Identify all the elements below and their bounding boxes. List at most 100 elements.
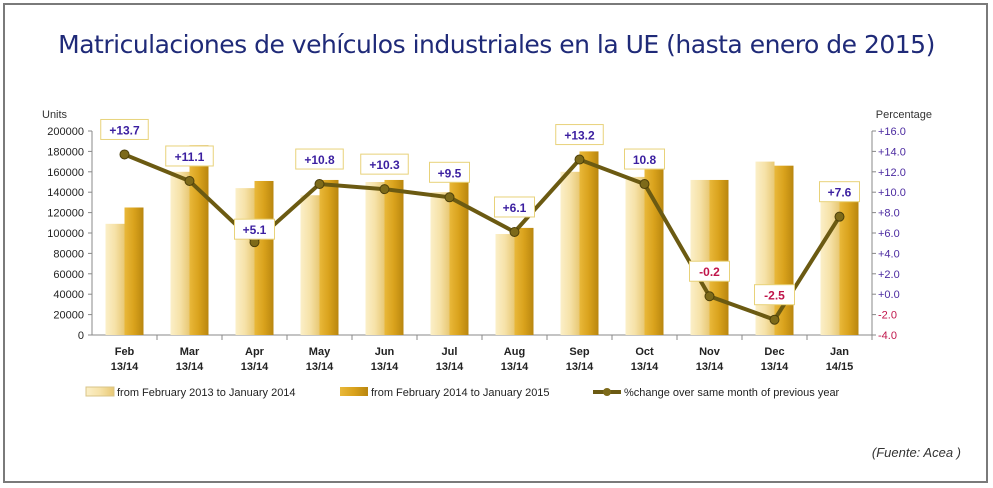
- bar-2014-15: [189, 145, 209, 335]
- legend-swatch-2014-15: [340, 387, 368, 396]
- data-label-box: [624, 148, 665, 170]
- x-tick-label: 13/14: [761, 361, 789, 373]
- data-label: -0.2: [699, 265, 720, 279]
- bar-2013-14: [820, 198, 840, 335]
- pct-change-point: [184, 175, 195, 186]
- bar-2014-15: [579, 151, 599, 335]
- x-tick-label: Feb: [115, 346, 135, 358]
- pct-change-point: [314, 179, 325, 190]
- x-tick-label: Mar: [180, 346, 200, 358]
- x-tick-label: 13/14: [436, 361, 464, 373]
- y-tick-label: 120000: [47, 208, 84, 220]
- y-tick-label: 100000: [47, 228, 84, 240]
- x-tick-label: 13/14: [631, 361, 659, 373]
- data-label: +6.1: [503, 201, 527, 215]
- pct-change-point: [574, 154, 585, 165]
- data-label: +13.7: [109, 123, 140, 137]
- x-tick-label: 13/14: [696, 361, 724, 373]
- bar-2014-15: [644, 155, 664, 335]
- pct-change-point: [639, 179, 650, 190]
- bar-2013-14: [300, 195, 320, 335]
- bar-2014-15: [514, 227, 534, 335]
- bar-2013-14: [755, 161, 775, 335]
- pct-change-point: [769, 314, 780, 325]
- y2-tick-label: +6.0: [878, 228, 900, 240]
- data-label: +11.1: [175, 150, 205, 164]
- x-tick-label: Apr: [245, 346, 265, 358]
- pct-change-point: [834, 211, 845, 222]
- y2-tick-label: +8.0: [878, 208, 900, 220]
- x-tick-label: Sep: [569, 346, 589, 358]
- data-label-box: [555, 124, 604, 146]
- x-tick-label: Jan: [830, 346, 849, 358]
- data-label: +13.2: [564, 129, 595, 143]
- pct-change-point: [379, 184, 390, 195]
- x-tick-label: 13/14: [501, 361, 529, 373]
- data-label-box: [689, 260, 730, 282]
- chart-title: Matriculaciones de vehículos industriale…: [58, 30, 935, 59]
- y-tick-label: 0: [78, 330, 84, 342]
- bar-2013-14: [690, 179, 710, 335]
- y-tick-label: 60000: [53, 269, 84, 281]
- bar-2014-15: [319, 179, 339, 335]
- y2-tick-label: +14.0: [878, 146, 906, 158]
- data-label: +5.1: [243, 223, 267, 237]
- y-tick-label: 40000: [53, 289, 84, 301]
- legend-swatch-2013-14: [85, 386, 115, 397]
- data-label-box: [819, 181, 860, 203]
- pct-change-point: [119, 149, 130, 160]
- y2-tick-label: +4.0: [878, 248, 900, 260]
- x-tick-label: 13/14: [111, 361, 139, 373]
- y2-tick-label: +16.0: [878, 126, 906, 138]
- data-label: +10.3: [369, 158, 400, 172]
- bar-2013-14: [560, 171, 580, 335]
- x-tick-label: 13/14: [176, 361, 204, 373]
- pct-change-point: [509, 226, 520, 237]
- y-tick-label: 20000: [53, 310, 84, 322]
- data-label-box: [754, 284, 795, 306]
- y-tick-label: 200000: [47, 126, 84, 138]
- pct-change-point: [704, 291, 715, 302]
- data-label-box: [360, 153, 409, 175]
- bar-2013-14: [495, 234, 515, 335]
- x-tick-label: Aug: [504, 346, 525, 358]
- x-tick-label: 13/14: [566, 361, 594, 373]
- y-tick-label: 180000: [47, 146, 84, 158]
- bar-2014-15: [774, 165, 794, 335]
- x-tick-label: Nov: [699, 346, 721, 358]
- data-label: +10.8: [304, 153, 335, 167]
- data-label-box: [295, 148, 344, 170]
- y2-tick-label: -2.0: [878, 310, 897, 322]
- x-tick-label: 14/15: [826, 361, 854, 373]
- bar-2014-15: [449, 178, 469, 335]
- pct-change-point: [444, 192, 455, 203]
- y-axis-label: Units: [42, 109, 68, 121]
- bar-2014-15: [254, 180, 274, 335]
- pct-change-line: [123, 152, 842, 323]
- legend-swatch-marker: [603, 388, 611, 396]
- x-tick-label: 13/14: [241, 361, 269, 373]
- data-label: 10.8: [633, 153, 657, 167]
- y2-tick-label: -4.0: [878, 330, 897, 342]
- y2-tick-label: +2.0: [878, 269, 900, 281]
- x-tick-label: 13/14: [306, 361, 334, 373]
- y2-tick-label: +12.0: [878, 167, 906, 179]
- legend-label: %change over same month of previous year: [624, 387, 840, 399]
- data-label: -2.5: [764, 289, 785, 303]
- chart-frame: [3, 3, 988, 483]
- y-tick-label: 140000: [47, 187, 84, 199]
- source-note: (Fuente: Acea ): [871, 445, 961, 460]
- data-label: +7.6: [828, 186, 852, 200]
- y-tick-label: 160000: [47, 167, 84, 179]
- x-tick-label: Oct: [635, 346, 654, 358]
- x-tick-label: Dec: [764, 346, 784, 358]
- y2-axis-label: Percentage: [876, 109, 932, 121]
- data-label-box: [494, 196, 535, 218]
- x-tick-label: Jun: [375, 346, 395, 358]
- legend-label: from February 2013 to January 2014: [117, 387, 296, 399]
- bar-2013-14: [235, 188, 255, 335]
- data-label-box: [234, 218, 275, 240]
- y2-tick-label: +0.0: [878, 289, 900, 301]
- x-tick-label: Jul: [442, 346, 458, 358]
